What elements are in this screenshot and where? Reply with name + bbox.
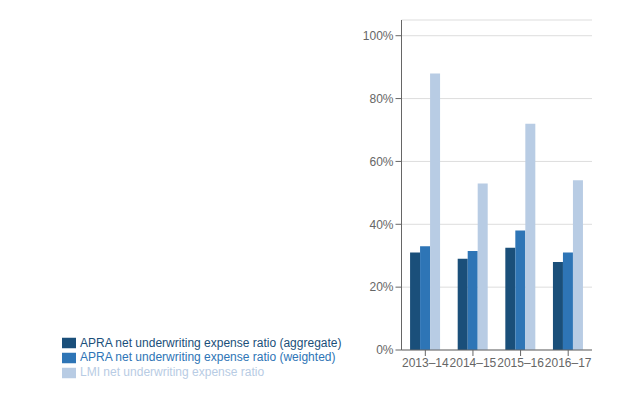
svg-text:60%: 60%: [369, 155, 393, 169]
svg-text:40%: 40%: [369, 218, 393, 232]
svg-text:2013–14: 2013–14: [402, 356, 449, 370]
svg-text:2016–17: 2016–17: [545, 356, 592, 370]
html-text:APRA net underwriting expense: APRA net underwriting expense ratio (wei…: [80, 350, 336, 365]
html-text:LMI net underwriting expense r: LMI net underwriting expense ratio: [80, 365, 265, 380]
svg-text:2015–16: 2015–16: [497, 356, 544, 370]
html-text:APRA net underwriting expense: APRA net underwriting expense ratio (agg…: [80, 335, 342, 350]
svg-text:0%: 0%: [376, 343, 394, 357]
svg-text:80%: 80%: [369, 92, 393, 106]
svg-text:100%: 100%: [363, 29, 394, 43]
svg-text:2014–15: 2014–15: [450, 356, 497, 370]
svg-text:20%: 20%: [369, 280, 393, 294]
